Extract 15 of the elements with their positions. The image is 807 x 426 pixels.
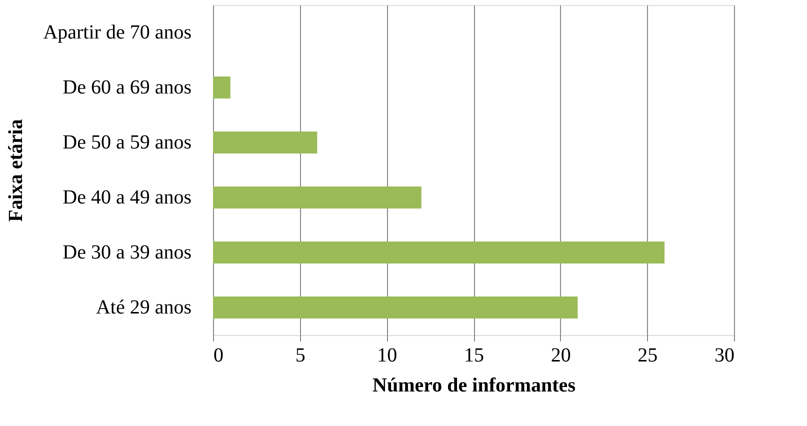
x-tick-label: 20 [550,344,571,366]
x-axis-title: Número de informantes [372,374,576,396]
y-tick-label: De 50 a 59 anos [62,132,192,154]
x-tick-label: 5 [295,344,306,366]
x-tick-label: 25 [638,344,658,366]
y-tick-label: Até 29 anos [96,296,192,318]
y-axis-title: Faixa etária [5,119,28,222]
y-tick-label: De 30 a 39 anos [62,242,192,264]
x-tick-label: 15 [464,344,484,366]
y-tick-label: De 60 a 69 anos [62,76,192,98]
y-tick-label: Apartir de 70 anos [43,22,192,44]
x-tick-label: 30 [714,344,734,366]
x-tick-label: 0 [214,344,224,366]
x-tick-label: 10 [377,344,398,366]
y-tick-label: De 40 a 49 anos [62,186,192,208]
